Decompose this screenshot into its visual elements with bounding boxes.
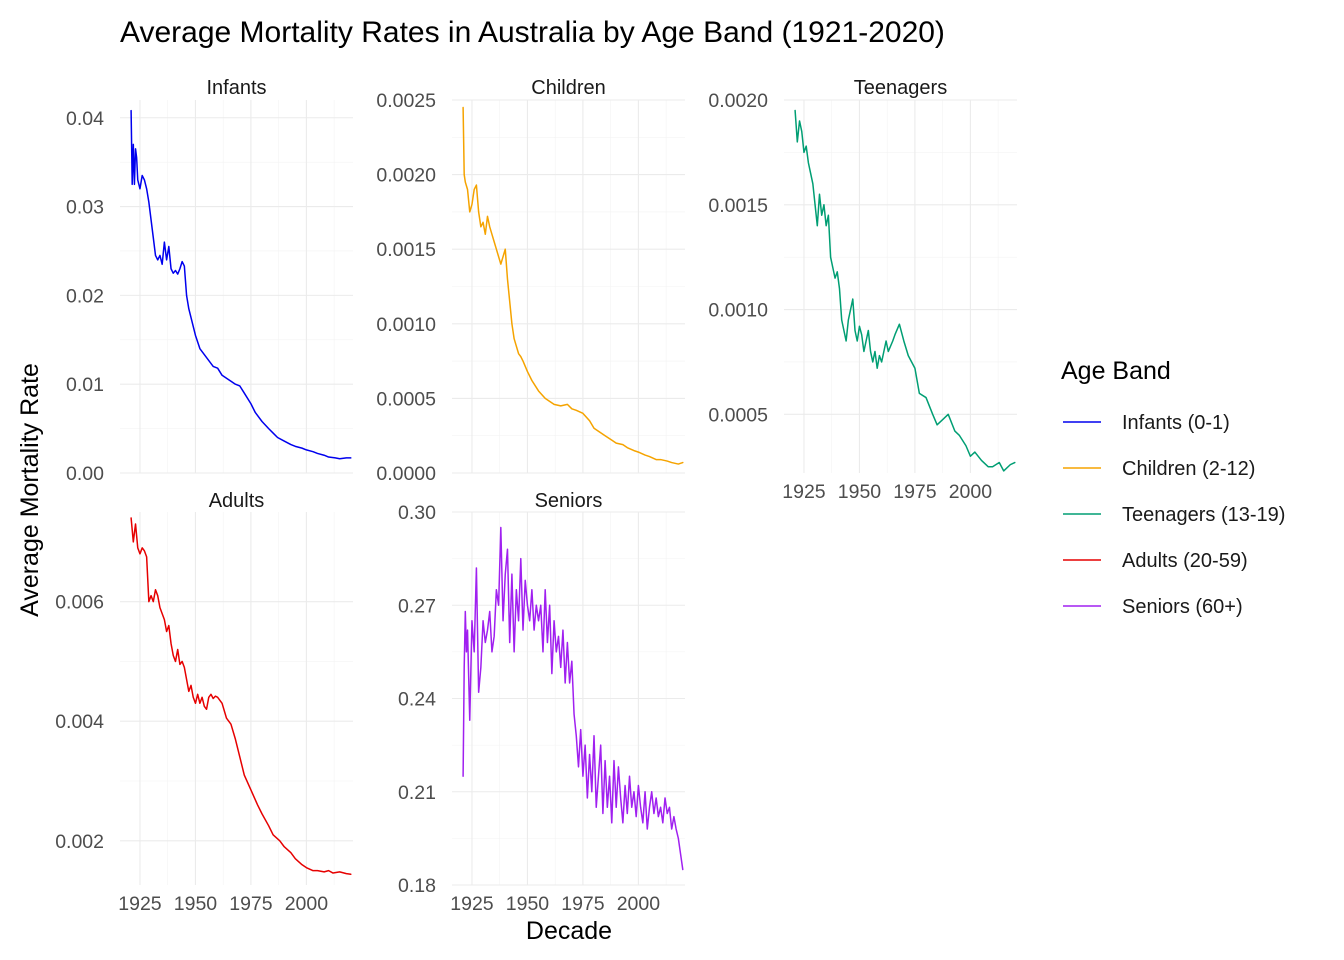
legend-title: Age Band xyxy=(1061,357,1171,385)
legend-label: Adults (20-59) xyxy=(1122,550,1248,572)
legend: Age Band Infants (0-1) Children (2-12) Tee… xyxy=(1061,357,1285,618)
facet-strip-label: Infants xyxy=(206,77,266,99)
y-tick-label: 0.0020 xyxy=(708,90,768,112)
y-tick-label: 0.03 xyxy=(66,197,104,219)
chart-title: Average Mortality Rates in Australia by … xyxy=(120,16,945,49)
y-tick-label: 0.006 xyxy=(55,592,104,614)
panel-children: 0.0000 0.0005 0.0010 0.0015 0.0020 0.0025 Chil… xyxy=(376,77,685,485)
x-tick-label: 1950 xyxy=(838,481,882,503)
series-line-infants xyxy=(130,109,352,460)
y-tick-label: 0.004 xyxy=(55,711,104,733)
x-tick-label: 1925 xyxy=(450,893,494,915)
x-tick-label: 1925 xyxy=(118,893,162,915)
facet-strip-label: Teenagers xyxy=(854,77,947,99)
x-tick-label: 2000 xyxy=(285,893,329,915)
y-tick-label: 0.04 xyxy=(66,108,104,130)
x-tick-label: 1975 xyxy=(229,893,273,915)
y-tick-label: 0.0015 xyxy=(376,239,436,261)
series-line-adults xyxy=(130,517,352,875)
legend-item: Children (2-12) xyxy=(1063,458,1255,480)
y-tick-label: 0.18 xyxy=(398,875,436,897)
x-tick-label: 1975 xyxy=(893,481,937,503)
legend-item: Adults (20-59) xyxy=(1063,550,1248,572)
series-line-seniors xyxy=(462,526,684,871)
legend-item: Teenagers (13-19) xyxy=(1063,504,1285,526)
legend-item: Seniors (60+) xyxy=(1063,596,1243,618)
facet-panels: 0.000.010.020.030.04Infants0.00000.00050… xyxy=(55,77,1017,915)
x-tick-label: 1950 xyxy=(506,893,550,915)
panel-seniors: 0.18 0.21 0.24 0.27 0.30 1925 1950 1975 2000 Seni… xyxy=(398,490,685,915)
y-tick-label: 0.00 xyxy=(66,463,104,485)
legend-items: Infants (0-1) Children (2-12) Teenagers (1… xyxy=(1063,412,1285,618)
y-tick-label: 0.0025 xyxy=(376,90,436,112)
y-tick-label: 0.0000 xyxy=(376,463,436,485)
facet-strip-label: Children xyxy=(531,77,605,99)
y-tick-label: 0.002 xyxy=(55,831,104,853)
series-line-teenagers xyxy=(794,109,1016,472)
y-axis-title: Average Mortality Rate xyxy=(16,363,44,617)
legend-label: Children (2-12) xyxy=(1122,458,1255,480)
y-tick-label: 0.27 xyxy=(398,595,436,617)
y-tick-label: 0.0010 xyxy=(376,314,436,336)
y-tick-label: 0.0005 xyxy=(708,404,768,426)
panel-adults: 0.002 0.004 0.006 1925 1950 1975 2000 Adults xyxy=(55,490,353,915)
panel-infants: 0.00 0.01 0.02 0.03 0.04 Infants xyxy=(66,77,353,485)
x-tick-label: 1975 xyxy=(561,893,605,915)
y-tick-label: 0.01 xyxy=(66,374,104,396)
y-tick-label: 0.30 xyxy=(398,502,436,524)
y-tick-label: 0.21 xyxy=(398,782,436,804)
facet-strip-label: Seniors xyxy=(535,490,603,512)
series-line-children xyxy=(462,106,684,465)
facet-strip-label: Adults xyxy=(209,490,265,512)
y-tick-label: 0.0015 xyxy=(708,195,768,217)
x-tick-label: 1950 xyxy=(174,893,218,915)
legend-label: Seniors (60+) xyxy=(1122,596,1243,618)
y-tick-label: 0.02 xyxy=(66,285,104,307)
x-tick-label: 2000 xyxy=(949,481,993,503)
x-tick-label: 1925 xyxy=(782,481,826,503)
y-tick-label: 0.0020 xyxy=(376,165,436,187)
legend-item: Infants (0-1) xyxy=(1063,412,1230,434)
y-tick-label: 0.0010 xyxy=(708,300,768,322)
y-tick-label: 0.24 xyxy=(398,689,436,711)
panel-teenagers: 0.0005 0.0010 0.0015 0.0020 1925 1950 1975 2000… xyxy=(708,77,1017,503)
x-tick-label: 2000 xyxy=(617,893,661,915)
y-tick-label: 0.0005 xyxy=(376,388,436,410)
legend-label: Teenagers (13-19) xyxy=(1122,504,1285,526)
legend-label: Infants (0-1) xyxy=(1122,412,1230,434)
x-axis-title: Decade xyxy=(526,917,612,945)
